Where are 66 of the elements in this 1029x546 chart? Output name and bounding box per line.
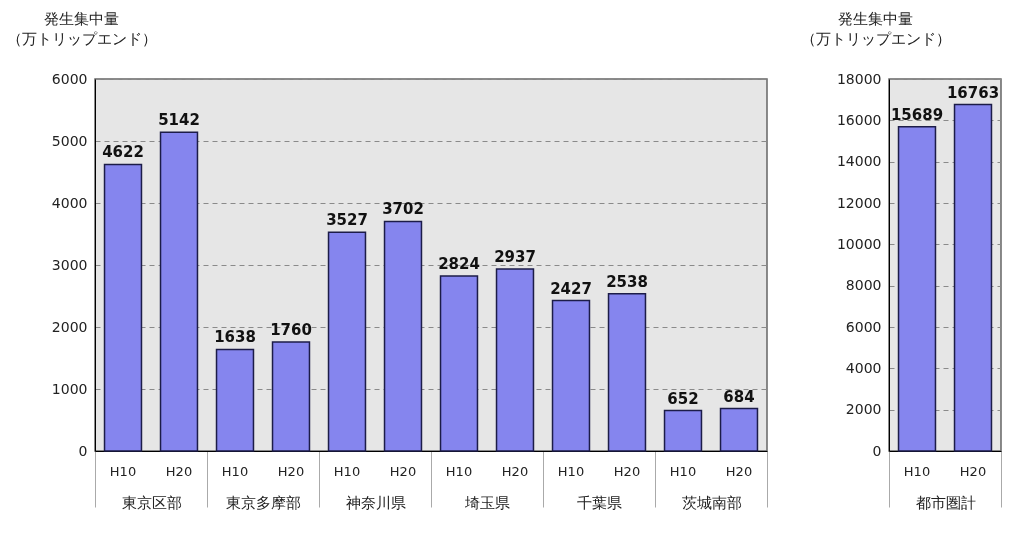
data-label: 1760: [270, 320, 312, 339]
text: H20: [389, 464, 417, 479]
bar: [327, 231, 367, 452]
x-tick-label: 神奈川県: [345, 493, 406, 512]
data-label: 3702: [382, 200, 424, 219]
bar: [495, 268, 535, 452]
text: H20: [501, 464, 529, 479]
text: H20: [725, 464, 753, 479]
y-tick-label: 6000: [845, 318, 882, 335]
text: H20: [613, 464, 641, 479]
text: H10: [333, 464, 361, 479]
data-label: 16763: [946, 83, 1000, 102]
y-tick-label: 2000: [845, 401, 882, 418]
data-label: 5142: [158, 111, 200, 130]
y-tick-label: 0: [78, 442, 88, 459]
x-tick-label: 埼玉県: [464, 493, 510, 512]
series-label: H10: [109, 464, 137, 479]
x-tick-label: 千葉県: [577, 493, 622, 512]
y-tick-label: 1000: [51, 380, 88, 397]
bar: [607, 292, 647, 452]
series-label: H20: [959, 464, 987, 479]
x-tick-label: 東京区部: [121, 493, 182, 512]
data-label: 652: [667, 389, 699, 408]
y-tick-label: 14000: [836, 153, 882, 170]
y-tick-label: 12000: [836, 194, 882, 211]
text: H10: [445, 464, 473, 479]
bar: [663, 409, 703, 452]
data-label: 2538: [606, 272, 648, 291]
bar: [719, 407, 759, 452]
y-tick-label: 2000: [51, 318, 88, 335]
data-label: 2937: [494, 247, 536, 266]
series-label: H10: [903, 464, 931, 479]
data-label: 684: [723, 387, 755, 406]
y-tick-label: 6000: [51, 70, 88, 87]
y-tick-label: 0: [872, 442, 882, 459]
text: H10: [669, 464, 697, 479]
text: H10: [557, 464, 585, 479]
y-axis-title: 発生集中量（万トリップエンド）: [6, 9, 157, 48]
data-label: 4622: [102, 143, 144, 162]
bar: [215, 348, 255, 452]
data-label: 15689: [890, 105, 944, 124]
y-tick-label: 8000: [845, 277, 882, 294]
text: H10: [221, 464, 249, 479]
data-label: 2824: [438, 254, 480, 273]
bar: [383, 220, 423, 452]
data-label: 3527: [326, 211, 368, 230]
bar: [103, 163, 143, 452]
y-tick-label: 18000: [836, 70, 882, 87]
text: H20: [277, 464, 305, 479]
y-tick-label: 5000: [51, 132, 88, 149]
bar: [439, 275, 479, 452]
x-tick-label: 東京多摩部: [226, 493, 301, 512]
data-label: 1638: [214, 328, 256, 347]
x-tick-label: 茨城南部: [681, 493, 742, 512]
bar: [271, 341, 311, 452]
series-label: H20: [165, 464, 193, 479]
y-tick-label: 4000: [51, 194, 88, 211]
y-axis-title: 発生集中量（万トリップエンド）: [800, 9, 951, 48]
bar: [159, 131, 199, 452]
bar: [551, 299, 591, 452]
y-tick-label: 10000: [836, 235, 882, 252]
data-label: 2427: [550, 279, 592, 298]
y-tick-label: 3000: [51, 256, 88, 273]
y-tick-label: 4000: [845, 359, 882, 376]
y-tick-label: 16000: [836, 111, 882, 128]
x-tick-label: 都市圏計: [915, 493, 976, 512]
